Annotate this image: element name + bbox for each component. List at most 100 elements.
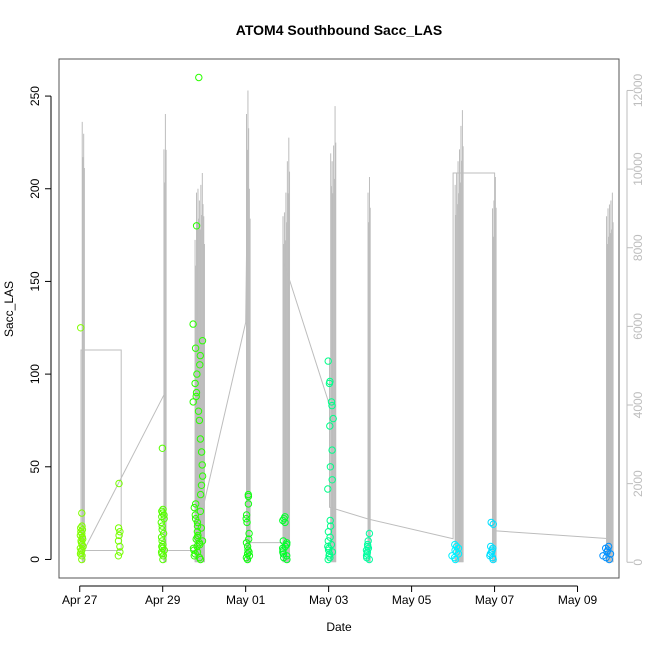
data-point	[452, 548, 461, 556]
data-point	[326, 377, 334, 386]
x-tick-label: May 03	[309, 593, 349, 607]
data-point	[362, 546, 371, 554]
x-tick-label: Apr 27	[62, 593, 98, 607]
data-point	[116, 542, 124, 551]
plot-area: 0 50 100 150 200 250 0 2000 4000 6000 8000 10000 120…	[28, 58, 645, 607]
data-point	[116, 528, 124, 536]
data-point	[77, 524, 85, 532]
data-point	[243, 550, 252, 558]
data-point	[196, 490, 205, 499]
data-point	[189, 320, 197, 328]
data-point	[157, 533, 166, 541]
data-point	[197, 448, 206, 456]
y-axis-title: Sacc_LAS	[2, 281, 16, 337]
data-point	[489, 520, 497, 528]
data-point	[192, 392, 200, 401]
y-tick-label: 250	[28, 86, 42, 106]
data-point	[195, 73, 203, 82]
data-point	[244, 490, 253, 499]
data-point	[448, 552, 456, 560]
data-point	[191, 511, 200, 519]
data-point	[328, 446, 336, 454]
data-point	[78, 526, 87, 534]
data-point	[363, 540, 372, 549]
data-point	[327, 398, 336, 406]
x-tick-label: Apr 29	[145, 593, 181, 607]
y2-tick-label: 4000	[631, 391, 645, 418]
data-point	[243, 518, 251, 527]
data-point	[604, 542, 613, 551]
data-point	[78, 533, 87, 541]
data-point	[326, 463, 335, 471]
data-point	[158, 542, 166, 551]
data-point	[197, 524, 206, 532]
y-tick-label: 0	[28, 556, 42, 563]
data-point	[160, 511, 168, 519]
data-point	[77, 324, 85, 332]
data-point	[452, 542, 461, 551]
data-point	[196, 351, 205, 360]
data-point	[454, 544, 463, 552]
x-tick-label: May 09	[558, 593, 598, 607]
data-point	[114, 552, 123, 560]
data-point	[242, 515, 250, 523]
data-point	[324, 542, 332, 551]
data-point	[198, 337, 207, 345]
y2-tick-label: 8000	[631, 234, 645, 261]
data-point	[326, 422, 334, 430]
data-point	[279, 516, 287, 525]
data-point	[190, 503, 199, 512]
data-point	[487, 518, 495, 527]
data-point	[244, 546, 252, 554]
data-point	[78, 546, 86, 554]
data-point	[159, 552, 168, 560]
x-axis-title: Date	[326, 620, 352, 634]
data-point	[114, 524, 123, 532]
data-point	[77, 528, 85, 536]
data-point	[487, 542, 495, 551]
data-point	[451, 540, 459, 549]
data-point	[193, 528, 202, 536]
data-point	[328, 476, 336, 484]
data-point	[196, 435, 205, 443]
data-point	[159, 540, 167, 549]
data-point	[364, 537, 372, 545]
data-point	[193, 518, 202, 527]
data-point	[192, 388, 201, 397]
data-point	[196, 361, 204, 369]
data-point	[78, 552, 86, 560]
data-point	[198, 461, 206, 469]
data-point	[158, 522, 166, 530]
y2-tick-label: 10000	[631, 152, 645, 186]
data-point	[78, 522, 86, 530]
data-point	[281, 513, 289, 521]
y-tick-label: 50	[28, 460, 42, 474]
data-point	[197, 481, 206, 489]
data-point	[191, 379, 199, 388]
y2-tick-label: 2000	[631, 470, 645, 497]
data-point	[243, 555, 252, 564]
y2-tick-label: 6000	[631, 313, 645, 340]
data-point	[191, 515, 200, 523]
data-point	[324, 537, 332, 545]
secondary-trend-line	[80, 153, 611, 555]
x-tick-label: May 01	[226, 593, 266, 607]
data-point	[194, 531, 202, 540]
data-point	[365, 529, 374, 538]
data-point	[193, 370, 201, 378]
data-point	[325, 544, 333, 552]
data-point	[158, 507, 166, 515]
data-point	[158, 537, 166, 545]
y2-tick-label: 12000	[631, 73, 645, 107]
y-tick-label: 100	[28, 364, 42, 384]
data-point	[159, 505, 167, 514]
data-point	[195, 416, 204, 425]
data-point	[324, 485, 332, 493]
data-point	[193, 548, 202, 556]
data-point	[329, 414, 337, 423]
data-point	[114, 537, 123, 545]
data-point	[77, 537, 85, 545]
data-point	[78, 509, 86, 517]
data-point	[489, 544, 497, 552]
